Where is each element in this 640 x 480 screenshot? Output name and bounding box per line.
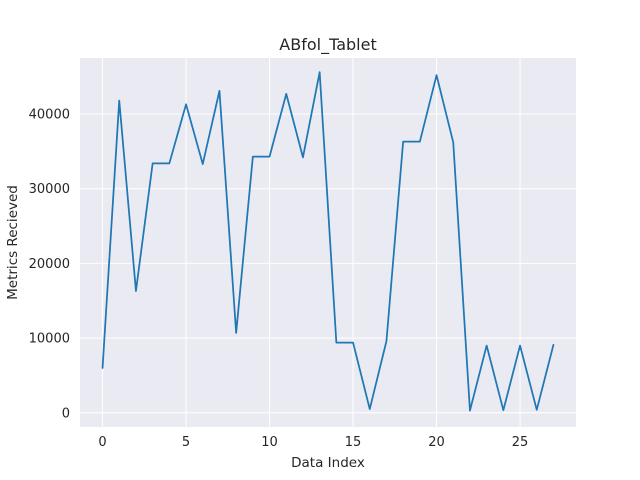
x-tick-label: 25	[512, 435, 529, 450]
y-axis-label: Metrics Recieved	[5, 185, 21, 300]
x-tick-label: 20	[428, 435, 445, 450]
chart-title: ABfol_Tablet	[279, 35, 376, 55]
plot-background	[80, 58, 576, 427]
series-line-0	[101, 71, 555, 412]
y-tick-label: 20000	[29, 257, 70, 272]
y-tick-label: 0	[62, 406, 70, 421]
series-layer	[101, 71, 555, 412]
x-tick-label: 15	[345, 435, 362, 450]
x-tick-label: 0	[98, 435, 106, 450]
x-tick-labels: 0 5 10 15 20 25	[98, 435, 528, 450]
y-tick-label: 10000	[29, 332, 70, 347]
x-tick-label: 5	[182, 435, 190, 450]
x-tick-label: 10	[261, 435, 278, 450]
y-tick-labels: 0 10000 20000 30000 40000	[29, 108, 70, 422]
y-tick-label: 30000	[29, 182, 70, 197]
y-tick-label: 40000	[29, 108, 70, 123]
x-axis-label: Data Index	[291, 455, 365, 471]
y-grid-lines	[80, 113, 576, 414]
